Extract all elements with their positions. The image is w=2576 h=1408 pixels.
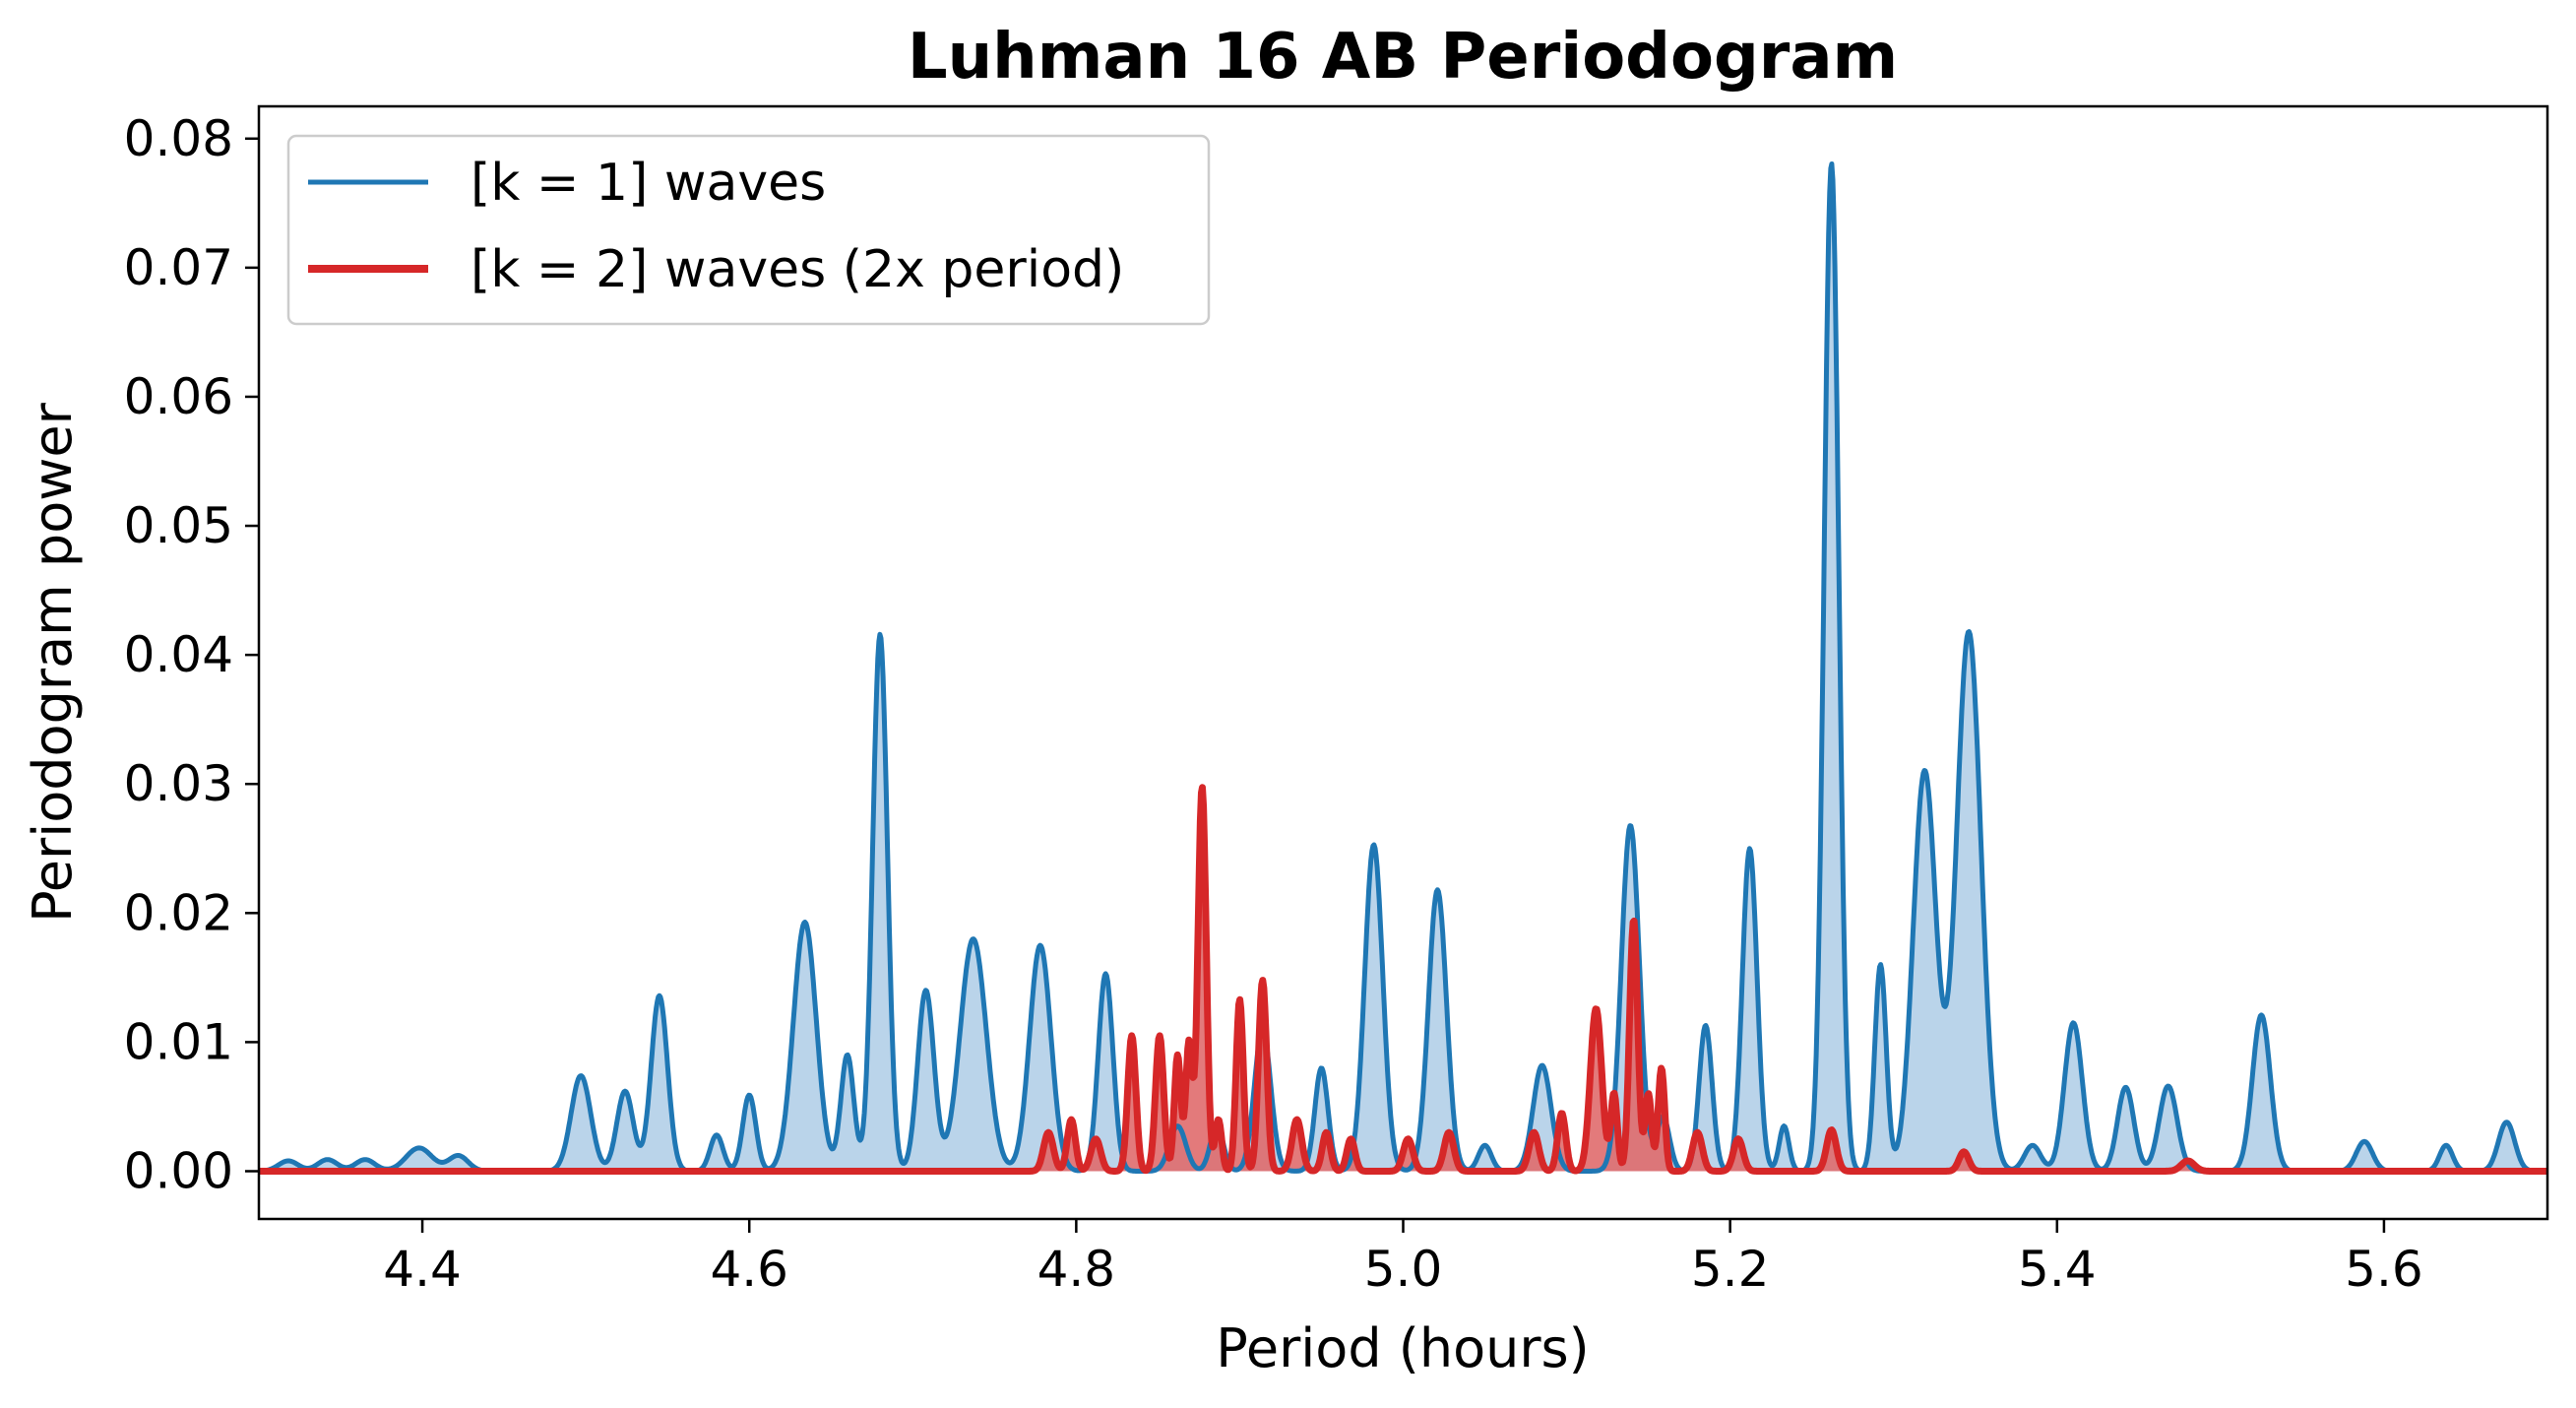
x-tick-label: 5.6 bbox=[2345, 1241, 2423, 1298]
legend: [k = 1] waves [k = 2] waves (2x period) bbox=[286, 134, 1211, 326]
series-1-fill bbox=[259, 163, 2547, 1172]
y-axis: 0.00 0.01 0.02 0.03 0.04 0.05 0.06 0.07 0.08 bbox=[124, 110, 259, 1199]
y-tick-label: 0.02 bbox=[124, 884, 233, 941]
y-tick-label: 0.03 bbox=[124, 755, 233, 812]
y-tick-label: 0.07 bbox=[124, 239, 233, 296]
x-tick-label: 5.0 bbox=[1364, 1241, 1443, 1298]
legend-label-k1: [k = 1] waves bbox=[471, 154, 826, 213]
x-tick-label: 5.4 bbox=[2018, 1241, 2097, 1298]
series-2-line bbox=[259, 784, 2547, 1175]
x-tick-label: 5.2 bbox=[1691, 1241, 1770, 1298]
fill-layer bbox=[259, 163, 2547, 1172]
series-1-line bbox=[259, 161, 2547, 1174]
y-tick-label: 0.05 bbox=[124, 497, 233, 554]
x-tick-label: 4.4 bbox=[383, 1241, 462, 1298]
line-layer bbox=[259, 161, 2547, 1175]
x-tick-label: 4.8 bbox=[1037, 1241, 1116, 1298]
y-tick-label: 0.06 bbox=[124, 368, 233, 425]
plot-area bbox=[259, 161, 2547, 1175]
legend-frame bbox=[286, 134, 1211, 326]
y-tick-label: 0.00 bbox=[124, 1142, 233, 1199]
x-axis-label: Period (hours) bbox=[1216, 1317, 1590, 1379]
y-axis-label: Periodogram power bbox=[22, 402, 84, 922]
chart-title: Luhman 16 AB Periodogram bbox=[908, 21, 1898, 94]
y-tick-label: 0.08 bbox=[124, 110, 233, 167]
y-tick-label: 0.04 bbox=[124, 626, 233, 683]
y-tick-label: 0.01 bbox=[124, 1013, 233, 1070]
legend-label-k2: [k = 2] waves (2x period) bbox=[471, 240, 1124, 299]
x-axis: 4.4 4.6 4.8 5.0 5.2 5.4 5.6 bbox=[383, 1219, 2423, 1298]
x-tick-label: 4.6 bbox=[710, 1241, 788, 1298]
